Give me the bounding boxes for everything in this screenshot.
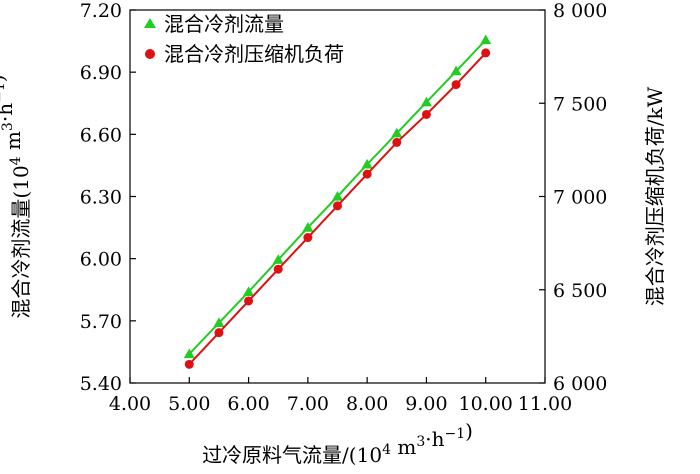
x-tick-label: 4.00 (109, 393, 151, 415)
series-1-point (420, 96, 432, 107)
y-right-tick-label: 7 000 (553, 187, 607, 209)
y-left-tick-label: 6.30 (80, 187, 122, 209)
x-tick-label: 8.00 (346, 393, 388, 415)
series-1-point (450, 65, 462, 76)
series-1-point (213, 317, 225, 328)
series-2-point (362, 169, 372, 179)
series-2-point (392, 137, 402, 147)
series-1-point (480, 34, 492, 45)
legend-label-1: 混合冷剂流量 (164, 12, 284, 36)
series-2-point (421, 109, 431, 119)
series-2-point (333, 201, 342, 211)
x-tick-label: 10.00 (459, 393, 513, 415)
legend-marker-1 (144, 18, 156, 28)
y-left-tick-label: 6.60 (80, 124, 122, 146)
x-tick-label: 5.00 (168, 393, 210, 415)
x-tick-label: 11.00 (518, 393, 572, 415)
x-tick-label: 6.00 (227, 393, 269, 415)
y-right-tick-label: 7 500 (553, 93, 607, 115)
x-tick-label: 7.00 (287, 393, 329, 415)
y-left-tick-label: 5.70 (80, 311, 122, 333)
series-1-point (302, 222, 314, 232)
series-1-point (391, 127, 403, 138)
y-left-tick-label: 5.40 (80, 373, 122, 395)
series-2-point (303, 233, 313, 243)
y-right-tick-label: 8 000 (553, 0, 607, 22)
y-left-tick-label: 7.20 (80, 0, 122, 22)
legend-label-2: 混合冷剂压缩机负荷 (164, 42, 344, 66)
y-right-tick-label: 6 500 (553, 280, 607, 302)
series-2-point (481, 48, 491, 58)
series-1-point (332, 191, 343, 201)
series-2-point (214, 328, 224, 338)
series-2-point (184, 359, 194, 369)
y-left-tick-label: 6.00 (80, 249, 122, 271)
y-left-axis-title: 混合冷剂流量(104 m3·h−1) (0, 74, 33, 318)
series-2-point (273, 264, 283, 274)
x-axis-title: 过冷原料气流量/(104 m3·h−1) (202, 419, 473, 467)
series-2-point (244, 296, 254, 306)
y-right-tick-label: 6 000 (553, 373, 607, 395)
y-left-tick-label: 6.90 (80, 62, 122, 84)
y-right-axis-title: 混合冷剂压缩机负荷/kW (643, 86, 667, 306)
series-2-point (451, 80, 461, 90)
series-1-point (361, 158, 373, 169)
series-1-point (272, 254, 284, 264)
x-tick-label: 9.00 (405, 393, 447, 415)
series-1-point (183, 348, 195, 359)
series-1-point (243, 286, 255, 296)
legend-marker-2 (145, 49, 155, 59)
